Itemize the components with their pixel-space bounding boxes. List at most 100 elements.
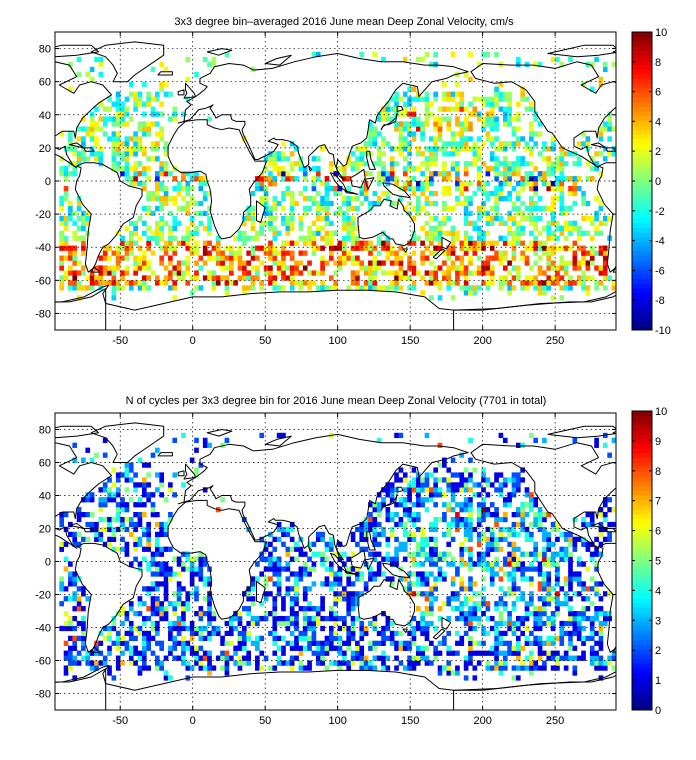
heatmap-cell bbox=[276, 591, 282, 597]
heatmap-cell bbox=[481, 630, 486, 637]
heatmap-cell bbox=[463, 171, 469, 177]
heatmap-cell bbox=[194, 660, 199, 666]
heatmap-cell bbox=[302, 561, 308, 567]
y-tick-label: 20 bbox=[39, 143, 51, 155]
heatmap-cell bbox=[555, 655, 560, 661]
heatmap-cell bbox=[381, 245, 386, 251]
heatmap-cell bbox=[289, 220, 295, 226]
heatmap-cell bbox=[342, 166, 347, 172]
heatmap-cell bbox=[598, 635, 604, 641]
heatmap-cell bbox=[141, 492, 147, 498]
heatmap-cell bbox=[141, 601, 147, 607]
heatmap-cell bbox=[555, 161, 560, 167]
heatmap-cell bbox=[263, 220, 269, 226]
heatmap-cell bbox=[285, 660, 291, 666]
heatmap-cell bbox=[68, 561, 73, 567]
heatmap-cell bbox=[494, 205, 499, 212]
heatmap-cell bbox=[333, 635, 338, 641]
heatmap-cell bbox=[68, 635, 73, 641]
heatmap-cell bbox=[150, 512, 156, 518]
heatmap-cell bbox=[315, 536, 321, 542]
heatmap-cell bbox=[89, 270, 95, 276]
heatmap-cell bbox=[446, 477, 452, 483]
heatmap-cell bbox=[198, 606, 204, 612]
heatmap-cell bbox=[589, 576, 595, 582]
heatmap-cell bbox=[376, 260, 382, 266]
heatmap-cell bbox=[211, 255, 217, 261]
heatmap-cell bbox=[546, 576, 552, 582]
heatmap-cell bbox=[328, 250, 334, 256]
heatmap-cell bbox=[515, 171, 521, 177]
heatmap-cell bbox=[181, 611, 186, 617]
heatmap-cell bbox=[298, 630, 304, 637]
heatmap-cell bbox=[137, 630, 143, 637]
heatmap-cell bbox=[498, 620, 504, 627]
heatmap-cell bbox=[359, 650, 365, 656]
heatmap-cell bbox=[72, 635, 78, 641]
heatmap-cell bbox=[185, 255, 191, 261]
heatmap-cell bbox=[372, 270, 378, 276]
heatmap-cell bbox=[520, 91, 525, 97]
heatmap-cell bbox=[463, 240, 469, 246]
heatmap-cell bbox=[455, 171, 460, 177]
heatmap-cell bbox=[133, 645, 138, 651]
heatmap-cell bbox=[559, 156, 565, 162]
heatmap-cell bbox=[346, 591, 352, 597]
heatmap-cell bbox=[511, 541, 517, 547]
heatmap-cell bbox=[72, 161, 78, 167]
heatmap-cell bbox=[524, 171, 530, 177]
heatmap-cell bbox=[468, 437, 473, 443]
y-tick-label: 20 bbox=[39, 524, 51, 536]
heatmap-cell bbox=[281, 645, 286, 651]
heatmap-cell bbox=[120, 240, 125, 246]
heatmap-cell bbox=[159, 171, 165, 177]
heatmap-cell bbox=[89, 457, 95, 463]
heatmap-cell bbox=[485, 260, 491, 266]
heatmap-cell bbox=[250, 615, 256, 622]
heatmap-cell bbox=[463, 531, 469, 538]
colorbar-segment bbox=[632, 705, 652, 711]
colorbar-segment bbox=[632, 415, 652, 421]
heatmap-cell bbox=[481, 121, 486, 127]
heatmap-cell bbox=[389, 96, 395, 102]
heatmap-cell bbox=[185, 235, 191, 241]
heatmap-cell bbox=[185, 76, 191, 82]
heatmap-cell bbox=[272, 205, 278, 212]
heatmap-cell bbox=[141, 650, 147, 656]
heatmap-cell bbox=[342, 215, 347, 222]
heatmap-cell bbox=[598, 126, 604, 132]
heatmap-cell bbox=[589, 215, 595, 222]
heatmap-cell bbox=[559, 655, 565, 661]
heatmap-cell bbox=[107, 670, 112, 676]
colorbar-segment bbox=[632, 50, 652, 56]
heatmap-cell bbox=[194, 437, 199, 443]
heatmap-cell bbox=[185, 601, 191, 607]
heatmap-cell bbox=[529, 240, 534, 246]
heatmap-cell bbox=[546, 275, 552, 281]
coastlines bbox=[55, 422, 616, 710]
heatmap-cell bbox=[515, 116, 521, 122]
heatmap-cell bbox=[268, 181, 273, 187]
heatmap-cell bbox=[168, 270, 173, 276]
heatmap-cell bbox=[385, 620, 391, 627]
heatmap-cell bbox=[537, 507, 543, 513]
heatmap-cell bbox=[415, 482, 421, 488]
heatmap-cell bbox=[246, 210, 251, 217]
heatmap-cell bbox=[429, 586, 434, 592]
heatmap-cell bbox=[420, 225, 425, 231]
heatmap-cell bbox=[324, 215, 330, 222]
heatmap-cell bbox=[542, 270, 547, 276]
heatmap-cell bbox=[463, 126, 469, 132]
heatmap-cell bbox=[150, 561, 156, 567]
heatmap-cell bbox=[141, 255, 147, 261]
heatmap-cell bbox=[289, 250, 295, 256]
heatmap-cell bbox=[507, 166, 512, 172]
heatmap-cell bbox=[115, 265, 121, 271]
heatmap-cell bbox=[242, 270, 247, 276]
heatmap-cell bbox=[455, 146, 460, 152]
heatmap-cell bbox=[324, 650, 330, 656]
heatmap-cell bbox=[68, 250, 73, 256]
heatmap-cell bbox=[411, 205, 417, 212]
heatmap-cell bbox=[363, 270, 369, 276]
heatmap-cell bbox=[568, 245, 573, 251]
